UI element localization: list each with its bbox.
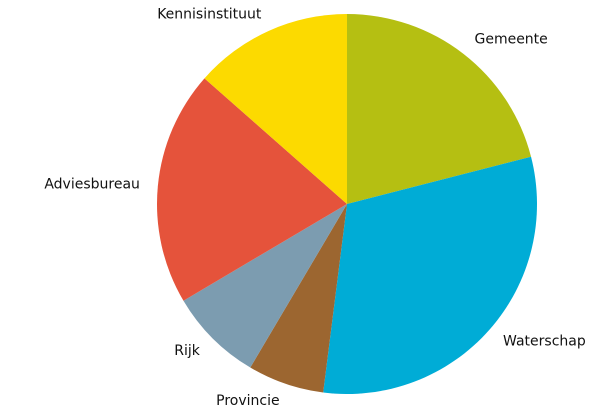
slice-label: Rijk — [174, 343, 201, 359]
slice-label: Gemeente — [474, 32, 547, 48]
slice-label: Waterschap — [503, 334, 586, 350]
pie-slice — [204, 14, 347, 204]
pie-slice — [183, 204, 347, 368]
pie-slice — [347, 14, 532, 204]
slice-label: Provincie — [216, 393, 279, 409]
pie-slice — [323, 156, 538, 395]
slice-label: Adviesbureau — [44, 176, 140, 192]
slice-label: Kennisinstituut — [157, 6, 262, 22]
pie-slice — [157, 78, 347, 301]
pie-slice — [250, 204, 347, 393]
